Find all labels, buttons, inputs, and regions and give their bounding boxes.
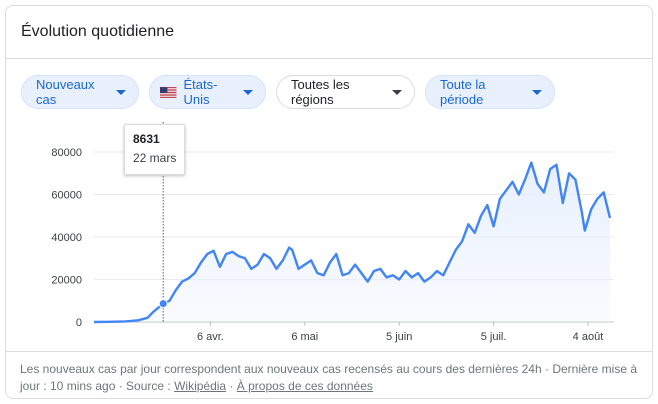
x-axis-ticks: 6 avr. 6 mai 5 juin 5 juil. 4 août: [197, 322, 603, 343]
x-tick-label: 6 avr.: [197, 331, 224, 343]
card-title: Évolution quotidienne: [21, 23, 175, 40]
x-tick-label: 6 mai: [291, 331, 318, 343]
us-flag-icon: [160, 86, 177, 98]
metric-filter-button[interactable]: Nouveaux cas: [21, 75, 139, 109]
country-filter-label: États-Unis: [183, 77, 218, 107]
y-tick-label: 80000: [51, 147, 82, 159]
footer-separator: ·: [229, 379, 234, 393]
data-tooltip: 8631 22 mars: [124, 124, 186, 175]
period-filter-label: Toute la période: [440, 77, 486, 107]
about-data-link[interactable]: À propos de ces données: [236, 379, 373, 393]
country-filter-button[interactable]: États-Unis: [149, 75, 266, 109]
source-link[interactable]: Wikipédia: [174, 379, 227, 393]
y-tick-label: 40000: [51, 232, 82, 244]
header-divider: [6, 58, 652, 59]
footer-text: Les nouveaux cas par jour correspondent …: [20, 362, 638, 393]
x-tick-label: 4 août: [573, 331, 604, 343]
footer-divider: [6, 351, 652, 352]
series-line: [93, 161, 612, 324]
daily-evolution-card: Évolution quotidienne Nouveaux cas États…: [5, 5, 653, 399]
caret-down-icon: [116, 89, 126, 95]
period-filter-button[interactable]: Toute la période: [425, 75, 555, 109]
tooltip-value: 8631: [133, 132, 160, 146]
highlight-point[interactable]: [158, 299, 168, 309]
x-tick-label: 5 juil.: [481, 331, 507, 343]
y-tick-label: 60000: [51, 190, 82, 202]
daily-cases-chart[interactable]: 0 20000 40000 60000 80000 6 avr. 6 mai 5 juin 5…: [6, 116, 652, 348]
y-tick-label: 20000: [51, 275, 82, 287]
x-tick-label: 5 juin: [386, 331, 412, 343]
series-area: [94, 162, 610, 322]
caret-down-icon: [532, 89, 542, 95]
caret-down-icon: [392, 89, 402, 95]
metric-filter-label: Nouveaux cas: [36, 77, 95, 107]
region-filter-button[interactable]: Toutes les régions: [276, 75, 415, 109]
y-axis-ticks: 0 20000 40000 60000 80000: [51, 147, 82, 329]
tooltip-date: 22 mars: [133, 151, 177, 165]
caret-down-icon: [243, 89, 253, 95]
footer-note: Les nouveaux cas par jour correspondent …: [20, 361, 644, 395]
y-tick-label: 0: [76, 317, 82, 329]
region-filter-label: Toutes les régions: [291, 77, 350, 107]
